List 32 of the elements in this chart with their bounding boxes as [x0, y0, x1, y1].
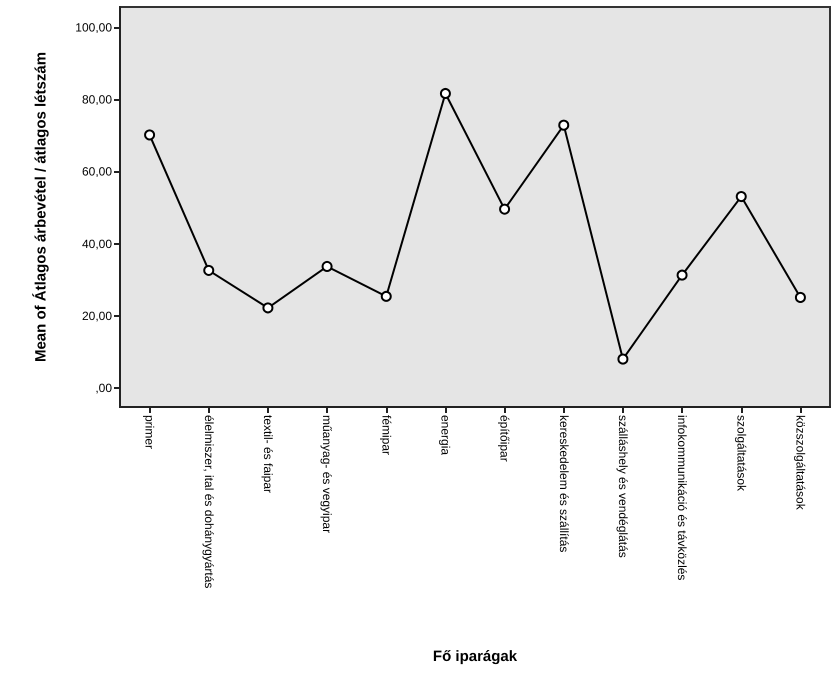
- y-tick-label: ,00: [95, 380, 112, 395]
- point: [144, 129, 156, 140]
- y-tick-label: 40,00: [82, 236, 112, 251]
- point: [380, 290, 392, 302]
- x-tick-label: szálláshely és vendéglátás: [616, 415, 630, 558]
- point: [676, 270, 688, 281]
- point: [617, 354, 628, 365]
- point: [440, 88, 451, 99]
- x-tick-label: textil- és faipar: [260, 415, 275, 494]
- x-tick-label: infokommunikáció és távközlés: [675, 415, 690, 580]
- y-tick-label: 100,00: [75, 20, 112, 35]
- point: [203, 264, 214, 276]
- point: [262, 302, 274, 314]
- x-tick-label: fémipar: [379, 415, 394, 456]
- x-tick-label: szolgáltatások: [734, 415, 748, 492]
- point: [794, 292, 806, 303]
- x-tick-label: közszolgáltatások: [793, 415, 808, 511]
- y-axis-title: Mean of Átlagos árbevétel / átlagos létszám: [32, 52, 50, 362]
- y-tick-label: 80,00: [82, 92, 112, 107]
- x-tick-label: építőipar: [498, 415, 512, 462]
- x-tick-label: élelmiszer, ital és dohánygyártás: [202, 415, 216, 588]
- point: [322, 260, 333, 272]
- x-tick-label: primer: [142, 415, 157, 450]
- y-tick-label: 20,00: [82, 308, 112, 323]
- y-tick-label: 60,00: [82, 164, 112, 179]
- point: [558, 120, 570, 131]
- x-axis-title: Fő iparágak: [432, 648, 518, 665]
- point: [499, 204, 510, 215]
- x-tick-label: energia: [438, 415, 452, 456]
- x-tick-label: műanyag- és vegyipar: [320, 415, 334, 534]
- x-tick-label: kereskedelem és szállítás: [556, 415, 571, 552]
- point: [736, 191, 747, 202]
